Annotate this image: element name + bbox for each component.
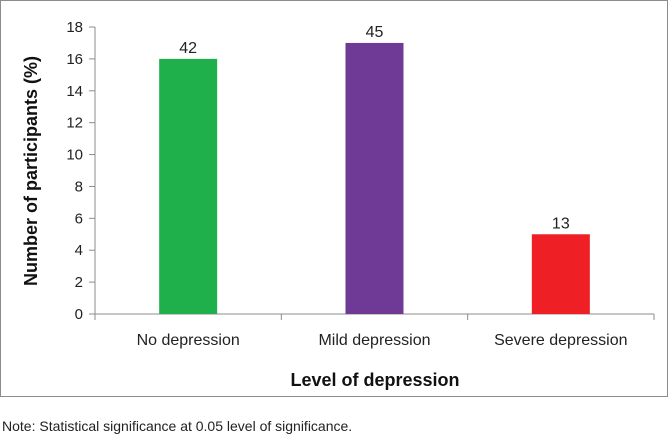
category-label: No depression xyxy=(137,332,240,349)
y-tick-label: 2 xyxy=(75,274,83,291)
bars-group xyxy=(159,42,590,315)
chart-frame: 0 2 4 6 8 10 12 14 16 18 42 45 13 No depression Mild… xyxy=(0,0,668,397)
bar xyxy=(159,58,218,315)
x-axis-ticks xyxy=(94,314,655,320)
y-tick-label: 4 xyxy=(75,242,83,259)
category-label: Mild depression xyxy=(318,332,430,349)
y-axis-title: Number of participants (%) xyxy=(21,56,41,286)
y-tick-label: 6 xyxy=(75,210,83,227)
category-labels-group: No depression Mild depression Severe depre… xyxy=(137,332,628,349)
data-labels-group: 42 45 13 xyxy=(179,24,570,232)
data-label: 42 xyxy=(179,40,197,57)
bar xyxy=(345,42,404,314)
data-label: 45 xyxy=(366,24,384,41)
category-label: Severe depression xyxy=(494,332,627,349)
y-tick-label: 14 xyxy=(66,83,83,100)
data-label: 13 xyxy=(552,215,570,232)
x-axis-title: Level of depression xyxy=(290,370,459,390)
y-tick-label: 8 xyxy=(75,178,83,195)
y-tick-label: 18 xyxy=(66,19,83,36)
bar xyxy=(531,234,590,314)
y-tick-label: 12 xyxy=(66,115,83,132)
footnote: Note: Statistical significance at 0.05 l… xyxy=(2,418,353,434)
bar-chart: 0 2 4 6 8 10 12 14 16 18 42 45 13 No depression Mild… xyxy=(21,19,655,390)
y-axis-ticks: 0 2 4 6 8 10 12 14 16 18 xyxy=(66,19,95,323)
y-tick-label: 16 xyxy=(66,51,83,68)
y-tick-label: 0 xyxy=(75,306,83,323)
y-tick-label: 10 xyxy=(66,147,83,164)
